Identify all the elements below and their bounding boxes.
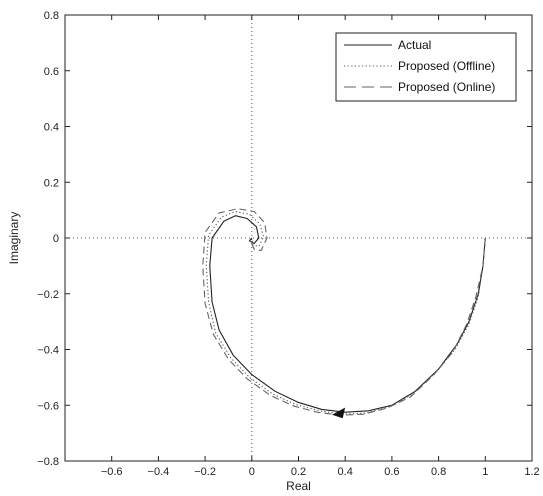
x-tick-label: −0.4 [148,466,170,478]
x-tick-label: 0 [249,466,255,478]
series-line-actual [209,215,486,413]
x-axis-label: Real [286,479,311,493]
annotation-layer [332,407,346,419]
legend-box [335,32,517,102]
x-tick-label: 0.2 [291,466,306,478]
y-tick-label: −0.6 [37,400,59,412]
y-tick-label: 0.8 [44,10,59,22]
legend-label-online: Proposed (Online) [398,80,495,94]
series-layer [202,208,486,416]
x-tick-label: 0.4 [338,466,353,478]
y-tick-label: −0.4 [37,345,59,357]
x-tick-label: −0.2 [194,466,216,478]
legend-label-offline: Proposed (Offline) [398,59,495,73]
legend-label-actual: Actual [398,38,431,52]
x-tick-label: 1 [482,466,488,478]
y-tick-label: 0.4 [44,122,59,134]
x-tick-label: 1.2 [524,466,539,478]
y-axis-ticks: −0.8 −0.6 −0.4 −0.2 0 0.2 0.4 0.6 0.8 [37,10,532,468]
x-tick-label: 0.6 [384,466,399,478]
legend: Actual Proposed (Offline) Proposed (Onli… [335,32,517,102]
y-tick-label: 0.6 [44,66,59,78]
y-tick-label: −0.2 [37,289,59,301]
y-axis-label: Imaginary [7,212,21,265]
y-tick-label: 0 [53,233,59,245]
direction-arrow-icon [332,407,346,419]
y-tick-label: 0.2 [44,177,59,189]
y-tick-label: −0.8 [37,456,59,468]
x-tick-label: −0.6 [101,466,123,478]
x-tick-label: 0.8 [431,466,446,478]
series-line-online [202,208,486,416]
x-axis-ticks: −0.6 −0.4 −0.2 0 0.2 0.4 0.6 0.8 1 1.2 [101,15,540,478]
